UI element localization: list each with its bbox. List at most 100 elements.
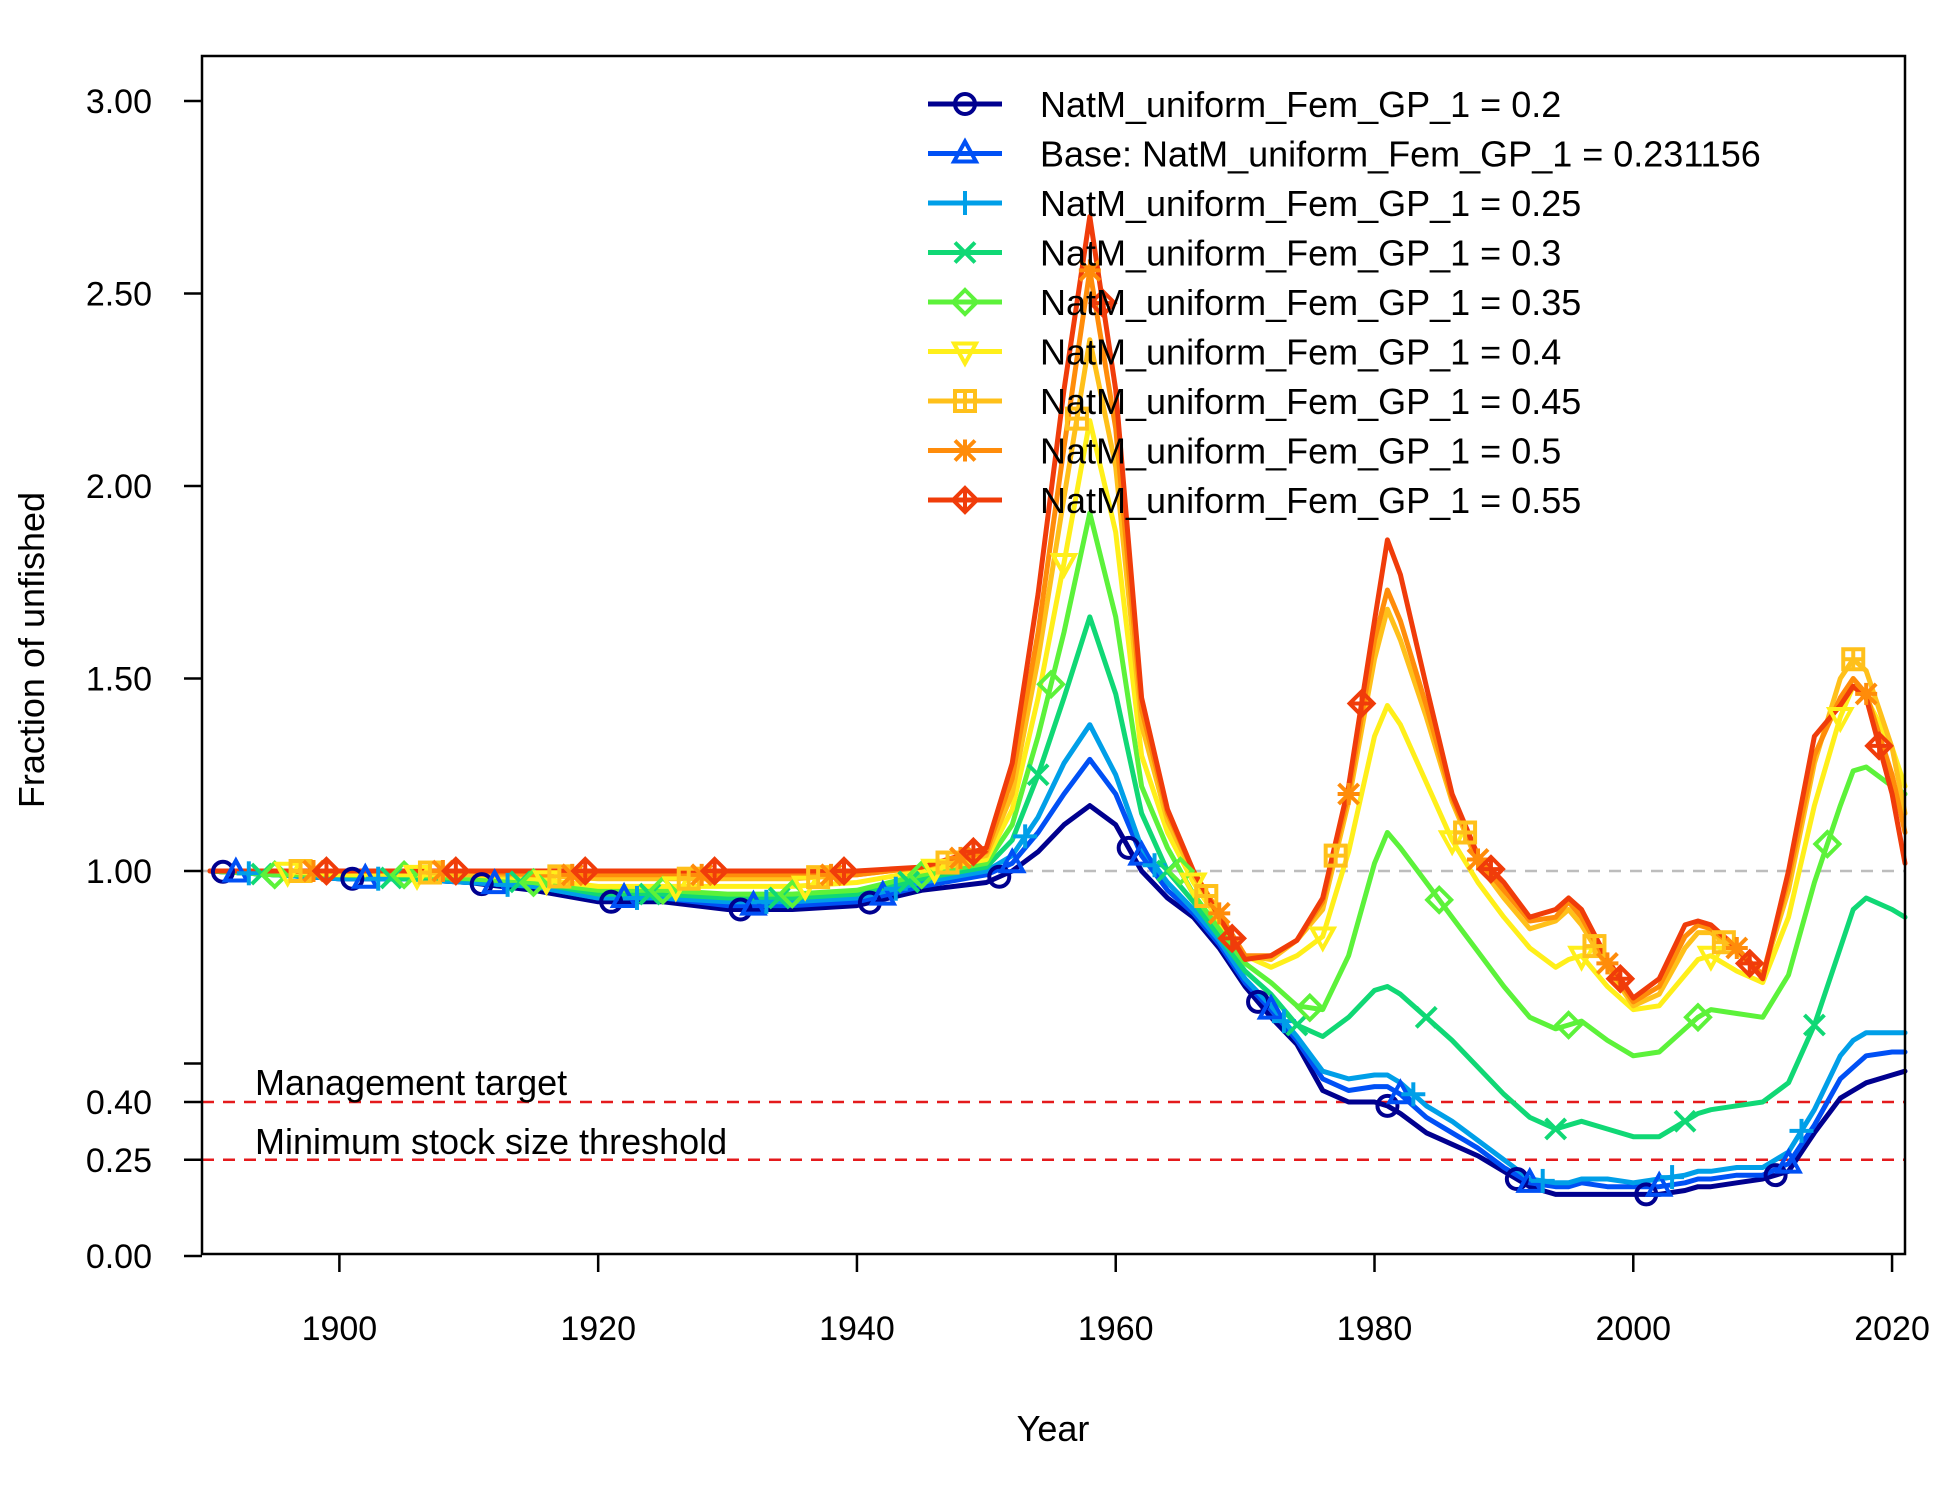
legend-label: NatM_uniform_Fem_GP_1 = 0.25: [1040, 183, 1581, 224]
series-point-6: [1194, 884, 1219, 909]
legend-item: NatM_uniform_Fem_GP_1 = 0.35: [928, 282, 1581, 323]
series-point-4: [1165, 856, 1196, 886]
series-point-3: [897, 870, 921, 894]
series-markers: [210, 258, 1894, 1207]
legend-marker: [950, 341, 980, 368]
legend-marker: [953, 92, 977, 116]
series-point-0: [728, 897, 753, 922]
x-tick-label: 1940: [819, 1310, 895, 1348]
series-point-2: [1013, 824, 1038, 849]
series-point-8: [1864, 731, 1894, 761]
series-point-7: [1725, 936, 1749, 960]
series-line-5: [207, 418, 1908, 1013]
series-point-1: [1127, 839, 1156, 866]
series-point-1: [868, 879, 898, 906]
series-point-3: [767, 886, 791, 910]
series-point-3: [1544, 1117, 1568, 1141]
series-point-0: [1375, 1093, 1400, 1118]
series-point-8: [1087, 288, 1118, 318]
y-tick-label: 2.00: [86, 468, 152, 506]
legend-label: Base: NatM_uniform_Fem_GP_1 = 0.231156: [1040, 134, 1761, 175]
x-tick-label: 2000: [1595, 1310, 1671, 1348]
series-line-0: [207, 803, 1908, 1197]
series-point-8: [1476, 854, 1506, 884]
series-point-8: [1217, 923, 1248, 954]
series-point-8: [570, 856, 601, 886]
management-target-label: Management target: [255, 1062, 567, 1103]
series-point-3: [1285, 1013, 1309, 1037]
series-point-8: [311, 856, 342, 886]
series-point-2: [1660, 1165, 1685, 1190]
series-point-4: [518, 867, 549, 898]
series-point-1: [221, 856, 251, 883]
series-point-7: [1337, 782, 1361, 806]
x-tick-label: 1900: [302, 1310, 378, 1348]
series-point-4: [1036, 669, 1066, 700]
series-point-3: [1414, 1005, 1438, 1029]
legend-item: NatM_uniform_Fem_GP_1 = 0.2: [928, 84, 1561, 125]
series-point-5: [1308, 926, 1338, 953]
series-point-6: [1064, 406, 1089, 431]
y-tick-label: 3.00: [86, 83, 152, 121]
legend-label: NatM_uniform_Fem_GP_1 = 0.35: [1040, 282, 1581, 323]
x-tick-label: 1960: [1078, 1310, 1154, 1348]
series-point-7: [1595, 951, 1619, 975]
series-point-7: [1854, 682, 1878, 706]
legend-item: NatM_uniform_Fem_GP_1 = 0.45: [928, 381, 1581, 422]
legend-label: NatM_uniform_Fem_GP_1 = 0.2: [1040, 84, 1561, 125]
legend-item: NatM_uniform_Fem_GP_1 = 0.25: [928, 183, 1581, 224]
series-point-2: [1401, 1082, 1426, 1107]
series-point-6: [1323, 843, 1348, 868]
series-point-4: [1553, 1010, 1584, 1040]
series-point-3: [638, 882, 662, 906]
series-point-0: [987, 864, 1012, 889]
series-point-2: [366, 866, 391, 891]
legend-label: NatM_uniform_Fem_GP_1 = 0.5: [1040, 431, 1561, 472]
series-point-7: [690, 863, 714, 887]
series-point-6: [1582, 934, 1607, 959]
legend-marker: [953, 241, 977, 264]
legend-marker: [950, 485, 980, 515]
legend-label: NatM_uniform_Fem_GP_1 = 0.3: [1040, 233, 1561, 274]
series-point-3: [1673, 1109, 1697, 1133]
series-point-4: [1294, 992, 1325, 1023]
legend-item: NatM_uniform_Fem_GP_1 = 0.5: [928, 431, 1561, 472]
legend-label: NatM_uniform_Fem_GP_1 = 0.45: [1040, 381, 1581, 422]
legend-label: NatM_uniform_Fem_GP_1 = 0.55: [1040, 480, 1581, 521]
legend-marker: [953, 191, 977, 215]
legend: NatM_uniform_Fem_GP_1 = 0.2 Base: NatM_un…: [928, 84, 1761, 521]
series-point-4: [389, 860, 419, 890]
series-point-0: [599, 889, 624, 914]
series-point-1: [1644, 1170, 1674, 1197]
legend-item: NatM_uniform_Fem_GP_1 = 0.3: [928, 233, 1561, 274]
series-point-6: [1841, 647, 1866, 672]
series-point-1: [1256, 993, 1286, 1020]
series-point-7: [1207, 901, 1231, 925]
y-tick-label: 0.40: [86, 1084, 152, 1122]
series-point-1: [997, 847, 1027, 874]
series-point-8: [441, 856, 471, 886]
series-point-8: [1346, 688, 1377, 719]
series-line-4: [207, 510, 1908, 1059]
series-point-5: [1696, 945, 1726, 972]
x-tick-label: 1920: [560, 1310, 636, 1348]
plot-frame: [200, 54, 1907, 1256]
series-point-5: [273, 861, 303, 888]
legend-marker: [953, 389, 977, 413]
series-point-7: [819, 863, 843, 887]
series-point-5: [1049, 553, 1079, 580]
series-point-0: [1763, 1163, 1788, 1188]
x-tick-label: 1980: [1337, 1310, 1413, 1348]
legend-marker: [950, 287, 980, 317]
series-point-4: [1424, 885, 1455, 915]
series-point-2: [1789, 1118, 1814, 1143]
legend-label: NatM_uniform_Fem_GP_1 = 0.4: [1040, 332, 1561, 373]
series-line-3: [207, 614, 1908, 1140]
y-tick-label: 0.25: [86, 1142, 152, 1180]
series-point-8: [829, 856, 859, 886]
legend-item: NatM_uniform_Fem_GP_1 = 0.55: [928, 480, 1581, 521]
series-point-5: [1825, 707, 1855, 734]
series-point-5: [532, 870, 561, 897]
series-point-5: [402, 864, 432, 892]
